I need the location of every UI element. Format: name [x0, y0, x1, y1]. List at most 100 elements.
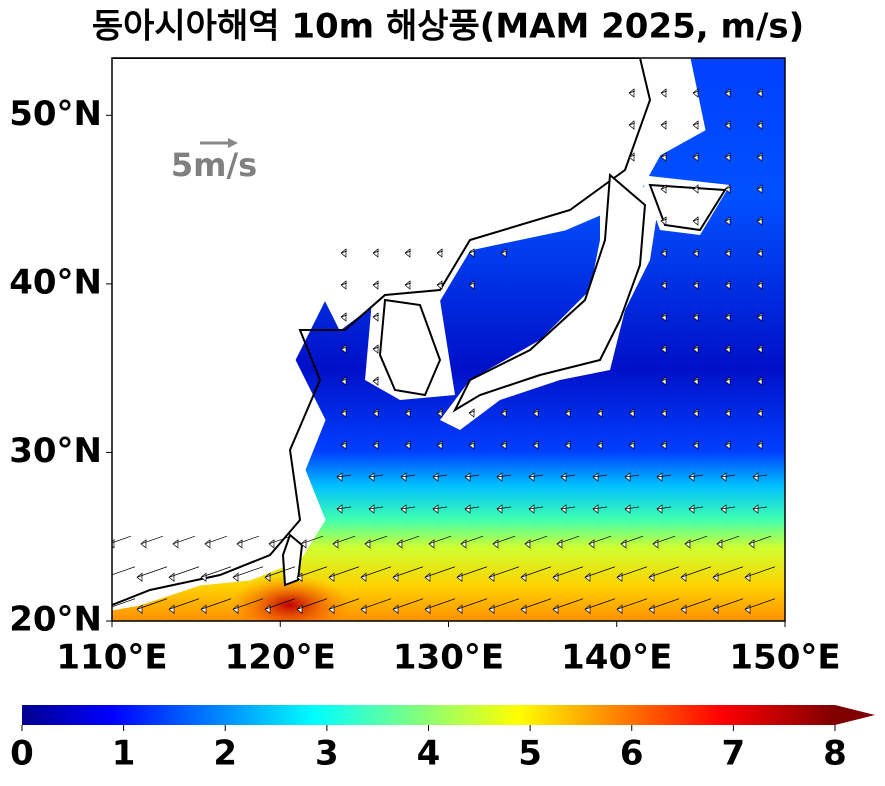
wind-vector [424, 566, 456, 582]
wind-vector [724, 184, 732, 194]
wind-vector [628, 88, 636, 98]
wind-vector [620, 535, 644, 549]
wind-vector [456, 598, 488, 614]
wind-vector [532, 440, 540, 450]
wind-vector [560, 504, 576, 514]
wind-vector [372, 440, 380, 450]
wind-vector [432, 472, 448, 482]
wind-vector [756, 120, 764, 130]
reference-arrowhead [228, 138, 238, 148]
wind-vector [744, 598, 776, 614]
wind-vector [724, 312, 732, 322]
wind-vector [692, 120, 700, 130]
wind-vector [752, 472, 768, 482]
wind-vector [724, 408, 732, 418]
colorbar-tick-label: 0 [10, 734, 34, 774]
wind-vector [724, 120, 732, 130]
wind-vector [692, 408, 700, 418]
wind-vector [724, 216, 732, 226]
wind-vector [524, 535, 548, 549]
wind-vector [756, 408, 764, 418]
wind-vector [500, 440, 508, 450]
wind-vector [624, 472, 640, 482]
wind-vector [492, 535, 516, 549]
hokkaido-coast [648, 183, 727, 232]
wind-vector [752, 504, 768, 514]
wind-vector [692, 248, 700, 258]
wind-vector [660, 408, 668, 418]
wind-vector [652, 535, 676, 549]
wind-vector [468, 408, 476, 418]
wind-vector [340, 376, 348, 386]
y-tick-label: 50°N [9, 94, 102, 134]
wind-vector [592, 504, 608, 514]
wind-vector [560, 472, 576, 482]
wind-vector [528, 504, 544, 514]
wind-vector [756, 312, 764, 322]
wind-vector [724, 344, 732, 354]
wind-vector [488, 598, 520, 614]
wind-vector [296, 598, 328, 614]
y-tick-label: 20°N [9, 600, 102, 640]
wind-vector [200, 598, 232, 614]
wind-vector [616, 566, 648, 582]
colorbar-tick-label: 7 [722, 734, 746, 774]
y-tick-label: 30°N [9, 431, 102, 471]
wind-vector [692, 280, 700, 290]
wind-vector [628, 440, 636, 450]
wind-vector [660, 88, 668, 98]
wind-vector [136, 566, 168, 582]
wind-vector [692, 344, 700, 354]
wind-vector [340, 312, 348, 322]
wind-vector [692, 152, 700, 162]
wind-vector [660, 152, 668, 162]
wind-vector [692, 184, 700, 194]
wind-vector [500, 408, 508, 418]
wind-vector [596, 440, 604, 450]
wind-vector [392, 566, 424, 582]
wind-vector [660, 184, 668, 194]
wind-vector [720, 504, 736, 514]
wind-vector [404, 408, 412, 418]
wind-vector [720, 472, 736, 482]
wind-vector [596, 408, 604, 418]
wind-vector [460, 535, 484, 549]
wind-vector [468, 440, 476, 450]
korea-coast [378, 298, 442, 397]
wind-vector [140, 535, 164, 549]
taiwan-coast [281, 533, 304, 587]
wind-vector [660, 280, 668, 290]
wind-vector [520, 566, 552, 582]
wind-vector [660, 216, 668, 226]
wind-vector [340, 280, 348, 290]
wind-vector [424, 598, 456, 614]
wind-vector [400, 472, 416, 482]
wind-vector [744, 566, 776, 582]
wind-vector [496, 504, 512, 514]
wind-vector [660, 344, 668, 354]
wind-vector [692, 88, 700, 98]
wind-vectors [112, 88, 776, 614]
wind-vector [332, 535, 356, 549]
wind-field [112, 58, 785, 621]
wind-vector [756, 152, 764, 162]
wind-vector [680, 566, 712, 582]
wind-vector [552, 566, 584, 582]
wind-vector [368, 504, 384, 514]
wind-vector [756, 216, 764, 226]
colorbar-tick-label: 6 [620, 734, 644, 774]
wind-vector [436, 440, 444, 450]
wind-vector [592, 472, 608, 482]
wind-vector [712, 566, 744, 582]
wind-vector [428, 535, 452, 549]
wind-vector [392, 598, 424, 614]
wind-vector [656, 472, 672, 482]
wind-vector [168, 566, 200, 582]
wind-vector [200, 566, 232, 582]
wind-vector [756, 88, 764, 98]
wind-vector [328, 566, 360, 582]
wind-vector [648, 598, 680, 614]
wind-vector [656, 504, 672, 514]
wind-vector [688, 472, 704, 482]
wind-vector [372, 280, 380, 290]
